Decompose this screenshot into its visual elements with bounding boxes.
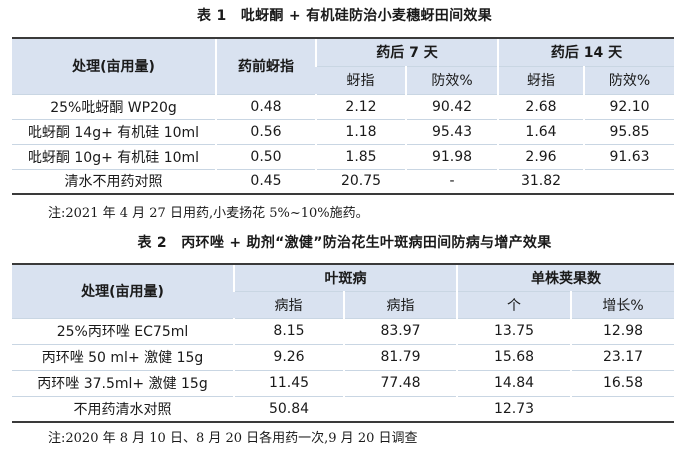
table-cell: 12.73 bbox=[456, 395, 571, 423]
table1-header-treatment: 处理(亩用量) bbox=[12, 37, 216, 94]
table-cell bbox=[570, 395, 674, 423]
table-cell: 16.58 bbox=[570, 369, 674, 396]
table1-header-aphid-index-7: 蚜指 bbox=[316, 65, 406, 94]
table-cell: 8.15 bbox=[233, 317, 344, 344]
table2-header-disease-index: 病指 bbox=[234, 290, 344, 318]
table-cell: 77.48 bbox=[343, 369, 457, 396]
table-cell: 0.45 bbox=[215, 168, 316, 195]
table2-caption: 表 2 丙环唑 + 助剂“激健”防治花生叶斑病田间防病与增产效果 bbox=[137, 235, 552, 251]
table2-header-increase: 增长% bbox=[570, 290, 674, 318]
table-cell: 14.84 bbox=[456, 369, 571, 396]
table-cell: 23.17 bbox=[570, 343, 674, 370]
table2-note: 注:2020 年 8 月 10 日、8 月 20 日各用药一次,9 月 20 日… bbox=[48, 431, 418, 446]
table-cell: 95.43 bbox=[405, 118, 498, 144]
table-row: 25%吡蚜酮 WP20g 0.48 2.12 90.42 2.68 92.10 bbox=[12, 93, 675, 119]
table-cell: 91.98 bbox=[405, 143, 498, 169]
table-cell bbox=[582, 168, 675, 195]
table-cell: 吡蚜酮 10g+ 有机硅 10ml bbox=[12, 143, 216, 169]
table-cell: 31.82 bbox=[497, 168, 584, 195]
table-cell: 0.56 bbox=[215, 118, 316, 144]
table1-caption: 表 1 吡蚜酮 + 有机硅防治小麦穗蚜田间效果 bbox=[197, 8, 492, 24]
table1-header-efficacy-7: 防效% bbox=[405, 65, 498, 94]
table-cell: 2.68 bbox=[497, 93, 584, 119]
table2-header-disease-index-2: 病指 bbox=[343, 290, 457, 318]
table-row: 不用药清水对照 50.84 12.73 bbox=[12, 395, 674, 423]
table-row: 清水不用药对照 0.45 20.75 - 31.82 bbox=[12, 168, 675, 195]
table-cell: 丙环唑 37.5ml+ 激健 15g bbox=[12, 369, 234, 396]
table-cell: 25%丙环唑 EC75ml bbox=[12, 317, 234, 344]
table-cell bbox=[343, 395, 457, 423]
table-row: 丙环唑 50 ml+ 激健 15g 9.26 81.79 15.68 23.17 bbox=[12, 343, 674, 370]
table-cell: 9.26 bbox=[233, 343, 344, 370]
table-cell: 不用药清水对照 bbox=[12, 395, 234, 423]
table-cell: 1.64 bbox=[497, 118, 584, 144]
table2-header-count: 个 bbox=[456, 290, 571, 318]
table1-header-aphid-index-14: 蚜指 bbox=[497, 65, 584, 94]
table1-note: 注:2021 年 4 月 27 日用药,小麦扬花 5%~10%施药。 bbox=[48, 206, 369, 221]
table-cell: 吡蚜酮 14g+ 有机硅 10ml bbox=[12, 118, 216, 144]
table-cell: 0.50 bbox=[215, 143, 316, 169]
table2-header-treatment: 处理(亩用量) bbox=[12, 263, 234, 318]
table-cell: 2.12 bbox=[315, 93, 406, 119]
table-cell: 83.97 bbox=[343, 317, 457, 344]
table1-header-day7: 药后 7 天 bbox=[315, 37, 498, 66]
table-cell: 25%吡蚜酮 WP20g bbox=[12, 93, 216, 119]
table-cell: 95.85 bbox=[582, 118, 675, 144]
table-cell: 12.98 bbox=[570, 317, 674, 344]
table-cell: 丙环唑 50 ml+ 激健 15g bbox=[12, 343, 234, 370]
table2-header-leaf-spot: 叶斑病 bbox=[233, 263, 457, 291]
table-cell: 1.85 bbox=[315, 143, 406, 169]
table1-header-pre: 药前蚜指 bbox=[215, 37, 316, 94]
table-row: 吡蚜酮 14g+ 有机硅 10ml 0.56 1.18 95.43 1.64 9… bbox=[12, 118, 675, 144]
table2-header-pods: 单株荚果数 bbox=[456, 263, 674, 291]
table-cell: 清水不用药对照 bbox=[12, 168, 216, 195]
table1-header-efficacy-14: 防效% bbox=[582, 65, 675, 94]
table-cell: 15.68 bbox=[456, 343, 571, 370]
table-cell: 50.84 bbox=[233, 395, 344, 423]
table-cell: 81.79 bbox=[343, 343, 457, 370]
table-cell: 0.48 bbox=[215, 93, 316, 119]
table1: 处理(亩用量) 药前蚜指 药后 7 天 药后 14 天 蚜指 防效% 蚜指 防效… bbox=[12, 37, 675, 195]
table-cell: 20.75 bbox=[315, 168, 406, 195]
table-cell: 13.75 bbox=[456, 317, 571, 344]
table-cell: - bbox=[405, 168, 498, 195]
table-cell: 90.42 bbox=[405, 93, 498, 119]
table-cell: 11.45 bbox=[233, 369, 344, 396]
table-cell: 92.10 bbox=[582, 93, 675, 119]
table-cell: 2.96 bbox=[497, 143, 584, 169]
table-cell: 1.18 bbox=[315, 118, 406, 144]
table-row: 丙环唑 37.5ml+ 激健 15g 11.45 77.48 14.84 16.… bbox=[12, 369, 674, 396]
table-row: 25%丙环唑 EC75ml 8.15 83.97 13.75 12.98 bbox=[12, 317, 674, 344]
table1-header-day14: 药后 14 天 bbox=[496, 37, 675, 66]
table-cell: 91.63 bbox=[582, 143, 675, 169]
table2: 处理(亩用量) 叶斑病 单株荚果数 病指 病指 个 增长% 25%丙环唑 EC7… bbox=[12, 263, 674, 423]
table-row: 吡蚜酮 10g+ 有机硅 10ml 0.50 1.85 91.98 2.96 9… bbox=[12, 143, 675, 169]
